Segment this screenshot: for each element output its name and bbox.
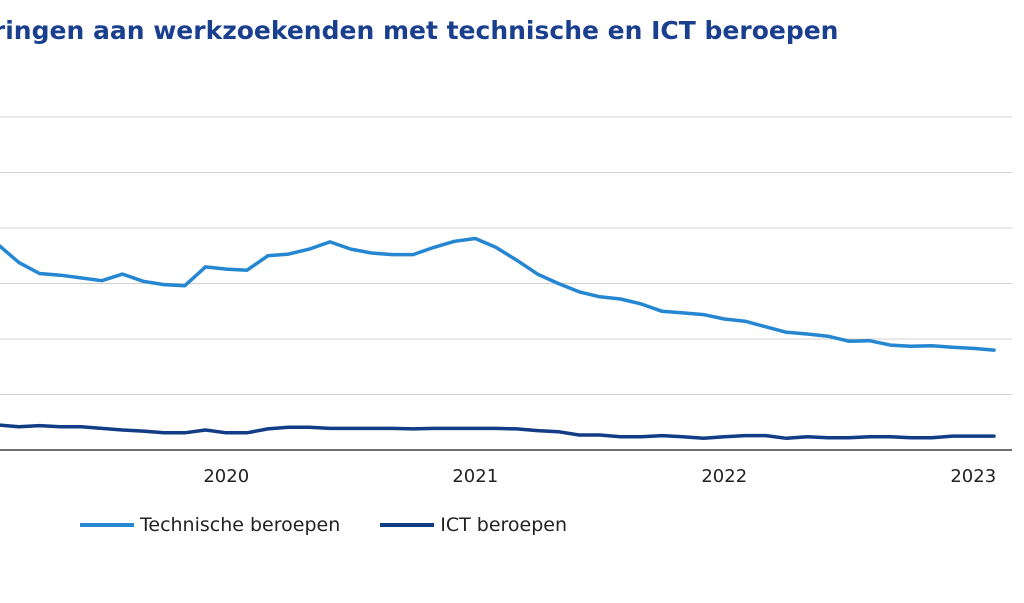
legend-item-ict: ICT beroepen	[380, 514, 567, 536]
legend-swatch-technische	[80, 523, 134, 527]
legend: Technische beroepen ICT beroepen	[80, 514, 607, 536]
x-tick-labels: 2020 2021 2022 2023	[203, 466, 996, 487]
x-tick-label-2020: 2020	[203, 466, 249, 487]
series-line-ict	[0, 423, 996, 441]
series-line-technische	[0, 236, 996, 352]
x-tick-label-2023: 2023	[950, 466, 996, 487]
series-lines	[0, 236, 996, 441]
legend-swatch-ict	[380, 523, 435, 527]
x-tick-label-2021: 2021	[452, 466, 498, 487]
legend-label-ict: ICT beroepen	[440, 514, 568, 536]
chart-title: keringen aan werkzoekenden met technisch…	[0, 16, 839, 45]
legend-label-technische: Technische beroepen	[140, 514, 341, 536]
x-tick-label-2022: 2022	[701, 466, 747, 487]
legend-item-technische: Technische beroepen	[80, 514, 340, 536]
gridlines	[0, 116, 1012, 395]
